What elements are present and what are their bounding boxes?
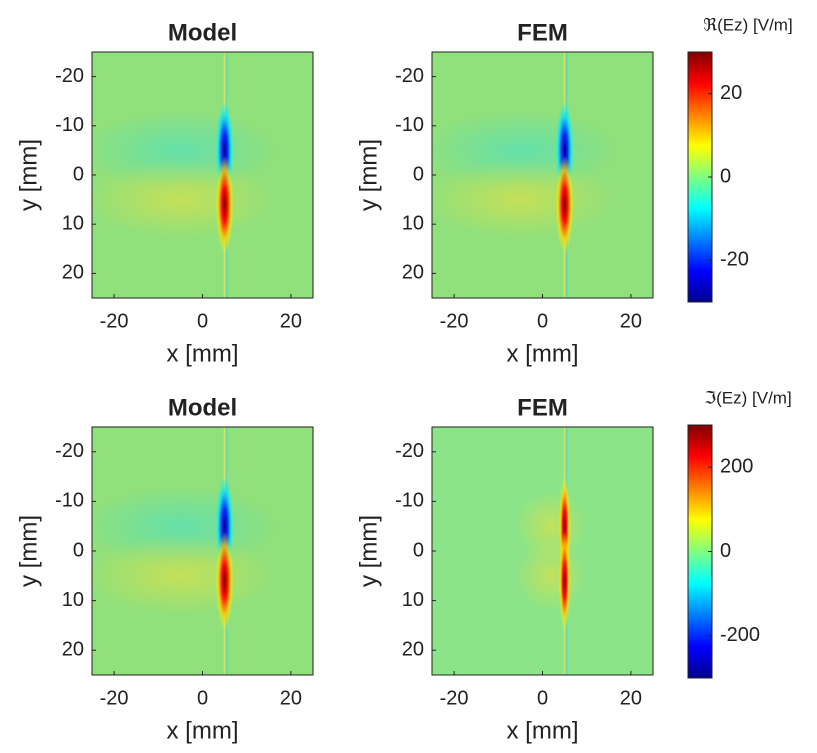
halo bbox=[432, 160, 618, 239]
y-tick-label: -10 bbox=[55, 114, 84, 136]
chart-title: Model bbox=[168, 394, 237, 421]
y-tick-label: 10 bbox=[402, 212, 424, 234]
x-tick-label: -20 bbox=[440, 310, 469, 332]
x-tick-label: 20 bbox=[280, 310, 302, 332]
y-axis-label: y [mm] bbox=[355, 139, 382, 211]
x-tick-label: 20 bbox=[280, 687, 302, 709]
x-axis-label: x [mm] bbox=[507, 717, 579, 744]
x-axis-label: x [mm] bbox=[167, 717, 239, 744]
y-tick-label: -20 bbox=[395, 440, 424, 462]
colorbar-tick-label: 0 bbox=[720, 165, 731, 187]
x-tick-label: 0 bbox=[197, 310, 208, 332]
blob bbox=[558, 531, 571, 631]
field bbox=[432, 427, 653, 675]
x-tick-label: 0 bbox=[537, 310, 548, 332]
y-tick-label: -20 bbox=[55, 440, 84, 462]
y-tick-label: 20 bbox=[402, 262, 424, 284]
colorbar-tick-label: -20 bbox=[720, 249, 749, 271]
field bbox=[92, 427, 313, 675]
colorbar-tick-label: 200 bbox=[720, 455, 753, 477]
x-tick-label: 0 bbox=[197, 687, 208, 709]
y-axis-label: y [mm] bbox=[15, 515, 42, 587]
y-tick-label: -20 bbox=[55, 65, 84, 87]
y-tick-label: 0 bbox=[413, 163, 424, 185]
halo bbox=[92, 536, 278, 616]
y-tick-label: -10 bbox=[55, 490, 84, 512]
y-axis-label: y [mm] bbox=[15, 139, 42, 211]
y-tick-label: -10 bbox=[395, 490, 424, 512]
colorbar-tick-label: 20 bbox=[720, 82, 742, 104]
y-tick-label: 10 bbox=[62, 589, 84, 611]
halo bbox=[515, 541, 587, 611]
y-tick-label: 20 bbox=[62, 638, 84, 660]
y-tick-label: 0 bbox=[73, 163, 84, 185]
x-tick-label: -20 bbox=[100, 310, 129, 332]
field bbox=[92, 52, 313, 298]
y-tick-label: 0 bbox=[73, 539, 84, 561]
y-tick-label: 10 bbox=[402, 589, 424, 611]
x-tick-label: -20 bbox=[100, 687, 129, 709]
x-tick-label: -20 bbox=[440, 687, 469, 709]
colorbar-label: ℑ(Ez) [V/m] bbox=[704, 388, 791, 407]
y-tick-label: -10 bbox=[395, 114, 424, 136]
halo bbox=[92, 160, 278, 239]
blob bbox=[555, 155, 574, 254]
x-tick-label: 20 bbox=[620, 310, 642, 332]
chart-title: Model bbox=[168, 19, 237, 46]
y-tick-label: 0 bbox=[413, 539, 424, 561]
blob bbox=[215, 531, 234, 631]
y-tick-label: -20 bbox=[395, 65, 424, 87]
colorbar-tick-label: -200 bbox=[720, 624, 760, 646]
y-tick-label: 20 bbox=[62, 262, 84, 284]
x-tick-label: 0 bbox=[537, 687, 548, 709]
colorbar-label: ℜ(Ez) [V/m] bbox=[703, 15, 792, 34]
y-axis-label: y [mm] bbox=[355, 515, 382, 587]
y-tick-label: 20 bbox=[402, 638, 424, 660]
chart-title: FEM bbox=[517, 19, 568, 46]
y-tick-label: 10 bbox=[62, 212, 84, 234]
field bbox=[432, 52, 653, 298]
x-axis-label: x [mm] bbox=[507, 340, 579, 367]
colorbar-tick-label: 0 bbox=[720, 540, 731, 562]
x-axis-label: x [mm] bbox=[167, 340, 239, 367]
blob bbox=[215, 155, 234, 254]
chart-title: FEM bbox=[517, 394, 568, 421]
x-tick-label: 20 bbox=[620, 687, 642, 709]
